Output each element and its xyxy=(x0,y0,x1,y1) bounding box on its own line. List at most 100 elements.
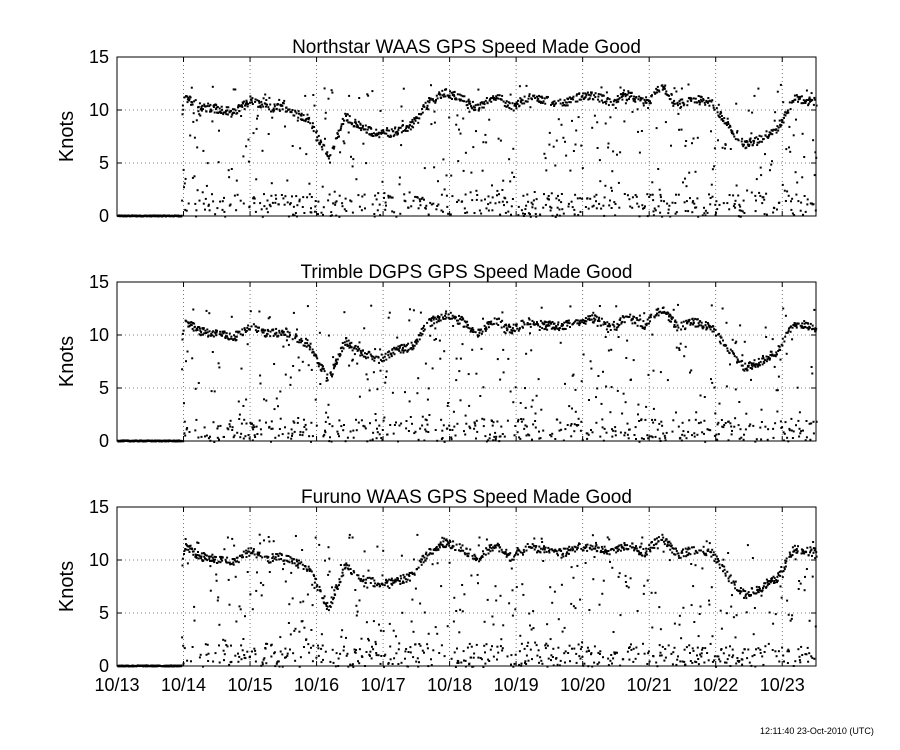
data-point xyxy=(312,130,315,133)
data-point xyxy=(245,101,248,104)
data-point xyxy=(581,641,584,644)
data-point xyxy=(804,102,807,104)
data-point xyxy=(654,92,657,95)
data-point xyxy=(332,356,335,359)
data-point xyxy=(270,110,272,113)
data-point xyxy=(388,311,391,314)
data-point xyxy=(732,353,735,355)
data-point xyxy=(265,399,268,402)
data-point xyxy=(393,424,396,426)
data-point xyxy=(255,127,258,130)
data-point xyxy=(457,322,460,325)
data-point xyxy=(279,650,282,653)
data-point xyxy=(725,385,728,388)
data-point xyxy=(259,106,262,109)
data-point xyxy=(287,555,290,557)
data-point xyxy=(612,657,615,660)
data-point xyxy=(757,141,760,144)
data-point xyxy=(483,101,486,104)
data-point xyxy=(758,361,761,364)
data-point xyxy=(652,210,655,213)
data-point xyxy=(419,644,422,647)
data-point xyxy=(388,587,391,589)
data-point xyxy=(440,418,443,421)
data-point xyxy=(366,128,369,131)
data-point xyxy=(706,322,709,324)
data-point xyxy=(409,646,412,649)
data-point xyxy=(589,315,592,317)
data-point xyxy=(484,662,487,665)
data-point xyxy=(391,210,394,213)
data-point xyxy=(623,316,625,319)
data-point xyxy=(469,548,472,551)
data-point xyxy=(212,558,215,561)
data-point xyxy=(424,428,427,431)
data-point xyxy=(475,437,477,440)
data-point xyxy=(760,421,763,423)
data-point xyxy=(668,315,670,318)
data-point xyxy=(409,416,412,418)
data-point xyxy=(407,206,410,209)
data-point xyxy=(718,332,721,335)
data-point xyxy=(586,91,589,94)
data-point xyxy=(269,205,272,208)
data-point xyxy=(182,168,185,171)
data-point xyxy=(517,214,520,217)
data-point xyxy=(549,586,552,589)
data-point xyxy=(432,100,435,103)
data-point xyxy=(813,328,816,331)
data-point xyxy=(812,103,815,106)
data-point xyxy=(365,578,368,581)
data-point xyxy=(492,439,495,442)
data-point xyxy=(478,108,481,111)
data-point xyxy=(525,434,528,437)
data-point xyxy=(338,135,340,138)
data-point xyxy=(233,558,236,560)
data-point xyxy=(687,83,690,86)
data-point xyxy=(689,98,692,101)
data-point xyxy=(588,609,591,611)
data-point xyxy=(669,313,672,316)
data-point xyxy=(619,318,622,321)
data-point xyxy=(800,326,803,329)
data-point xyxy=(228,204,231,207)
data-point xyxy=(266,103,269,106)
data-point xyxy=(721,146,724,149)
data-point xyxy=(455,98,458,101)
data-point xyxy=(215,573,218,576)
data-point xyxy=(566,551,569,554)
data-point xyxy=(347,121,350,124)
data-point xyxy=(196,189,199,192)
data-point xyxy=(560,550,563,552)
data-point xyxy=(427,387,430,390)
data-point xyxy=(608,322,611,325)
data-point xyxy=(355,178,358,181)
data-point xyxy=(510,205,513,208)
data-point xyxy=(492,322,495,325)
data-point xyxy=(464,151,467,154)
data-point xyxy=(604,101,606,104)
data-point xyxy=(394,348,397,351)
data-point xyxy=(413,118,416,121)
data-point xyxy=(671,430,674,433)
data-point xyxy=(541,327,544,330)
data-point xyxy=(562,136,565,139)
data-point xyxy=(584,562,587,564)
data-point xyxy=(504,551,507,553)
data-point xyxy=(598,320,601,323)
data-point xyxy=(429,548,432,551)
data-point xyxy=(420,112,423,115)
data-point xyxy=(783,113,786,116)
data-point xyxy=(807,322,810,325)
data-point xyxy=(538,661,540,664)
data-point xyxy=(233,337,236,340)
data-point xyxy=(485,643,488,646)
data-point xyxy=(320,633,323,636)
data-point xyxy=(390,128,393,131)
data-point xyxy=(414,339,417,342)
data-point xyxy=(770,350,773,353)
data-point xyxy=(540,537,543,540)
data-point xyxy=(510,108,513,111)
data-point xyxy=(312,94,315,96)
data-point xyxy=(256,433,259,435)
